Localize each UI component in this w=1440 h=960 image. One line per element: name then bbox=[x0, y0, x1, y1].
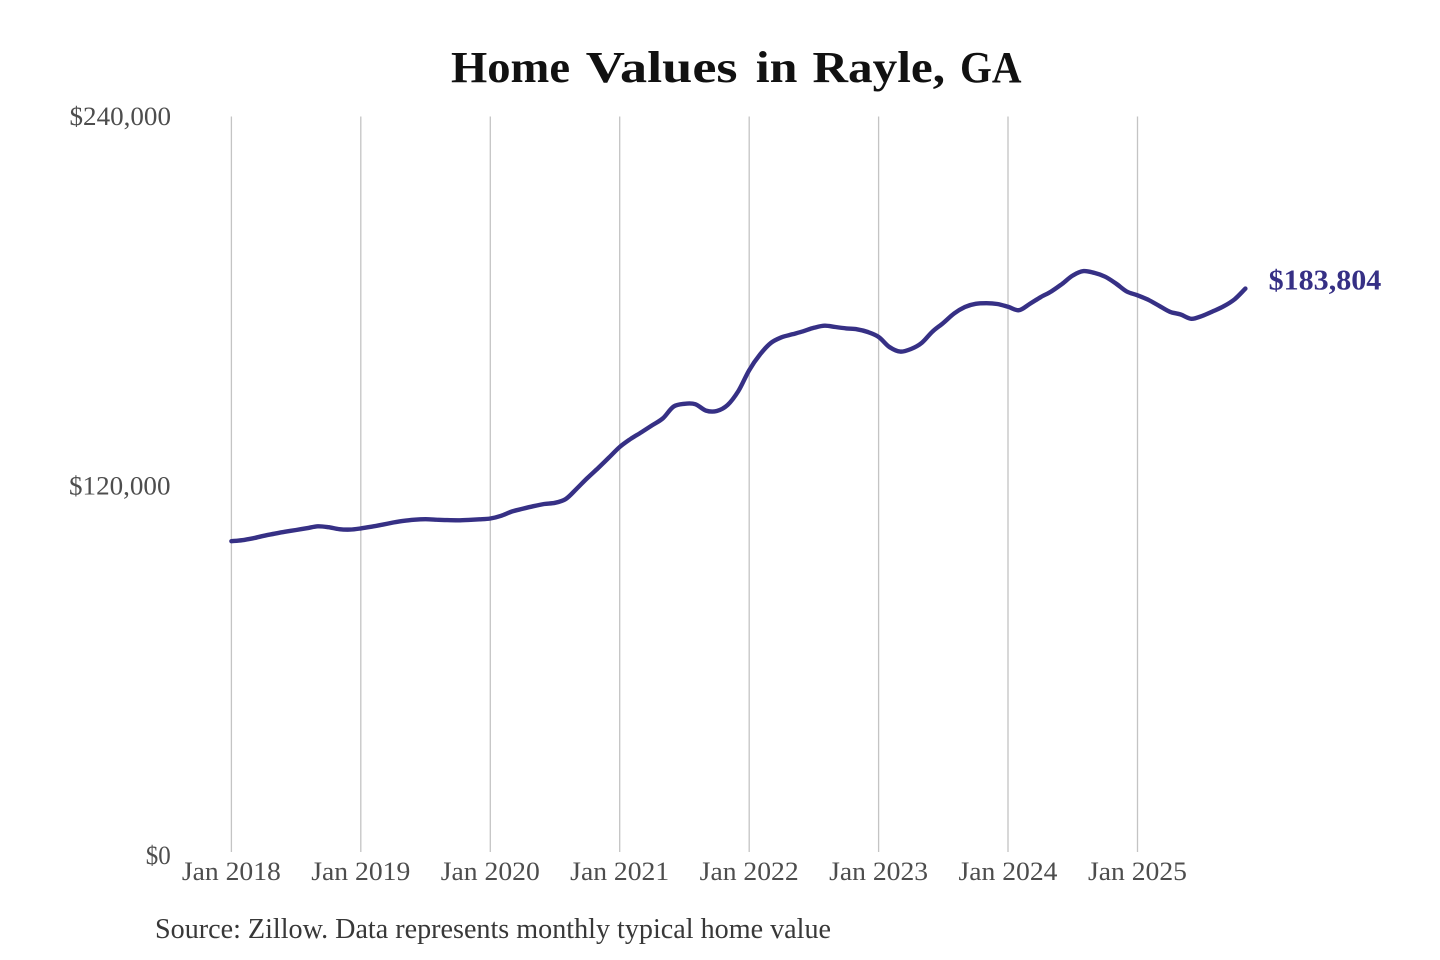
svg-text:$120,000: $120,000 bbox=[69, 471, 171, 500]
svg-text:Jan 2019: Jan 2019 bbox=[311, 857, 410, 886]
svg-text:Jan 2023: Jan 2023 bbox=[829, 857, 928, 886]
svg-text:Jan 2025: Jan 2025 bbox=[1088, 857, 1187, 886]
svg-text:$0: $0 bbox=[146, 841, 171, 870]
svg-text:$240,000: $240,000 bbox=[70, 102, 172, 131]
svg-text:Jan 2021: Jan 2021 bbox=[570, 857, 669, 886]
svg-text:Values: Values bbox=[586, 43, 738, 92]
svg-text:Jan 2018: Jan 2018 bbox=[182, 857, 281, 886]
svg-text:Jan 2024: Jan 2024 bbox=[959, 857, 1058, 886]
svg-text:Source: Zillow. Data represent: Source: Zillow. Data represents monthly … bbox=[155, 913, 831, 945]
svg-text:Jan 2020: Jan 2020 bbox=[441, 857, 540, 886]
svg-text:Rayle,: Rayle, bbox=[813, 43, 946, 92]
svg-text:Home: Home bbox=[451, 43, 570, 92]
svg-text:GA: GA bbox=[960, 43, 1022, 92]
svg-text:$183,804: $183,804 bbox=[1269, 265, 1382, 296]
svg-text:Jan 2022: Jan 2022 bbox=[700, 857, 799, 886]
svg-text:in: in bbox=[756, 43, 798, 92]
